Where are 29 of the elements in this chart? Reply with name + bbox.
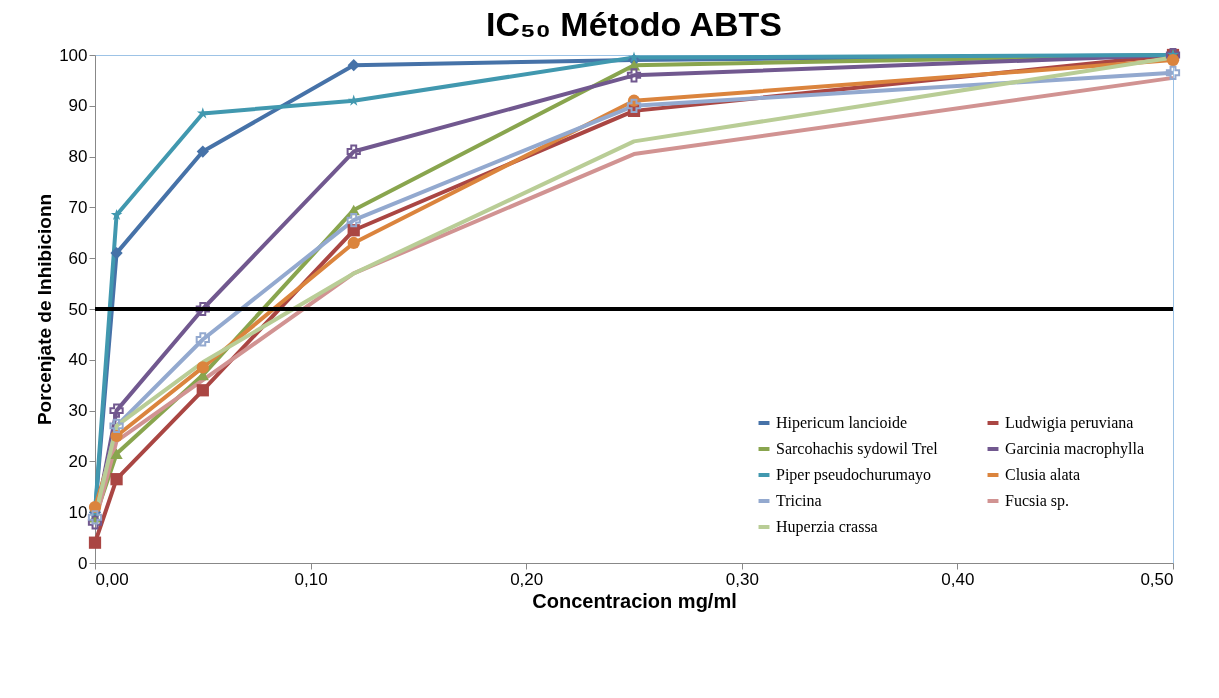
x-tick-label: 0,00 [95,569,129,589]
legend-label: Tricina [776,492,822,509]
y-tick-label: 80 [68,147,88,167]
x-tick-label: 0,20 [510,569,544,589]
x-tick-label: 0,50 [1140,569,1174,589]
y-tick-label: 100 [59,45,88,65]
legend-label: Garcinia macrophylla [1005,440,1145,458]
legend-label: Ludwigia peruviana [1005,414,1134,432]
y-tick-label: 0 [78,553,88,573]
y-tick-label: 40 [68,350,88,370]
y-tick-label: 60 [68,248,88,268]
legend-label: Huperzia crassa [776,518,878,536]
legend-label: Clusia alata [1005,466,1081,483]
x-axis-title: Concentracion mg/ml [532,589,737,612]
legend-label: Fucsia sp. [1005,492,1069,510]
legend-label: Sarcohachis sydowil Trel [776,440,939,458]
y-axis-title: Porcenjate de Inhibicionn [34,193,56,426]
legend-label: Hipericum lancioide [776,414,908,432]
y-tick-label: 90 [68,96,88,116]
x-tick-label: 0,10 [294,569,328,589]
y-tick-label: 20 [68,451,88,471]
y-tick-label: 70 [68,197,88,217]
legend-label: Piper pseudochurumayo [776,466,932,484]
x-tick-label: 0,40 [941,569,975,589]
y-tick-label: 50 [68,299,88,319]
x-tick-label: 0,30 [725,569,759,589]
chart-title: IC₅₀ Método ABTS [486,4,782,43]
y-tick-label: 30 [68,401,88,421]
y-tick-label: 10 [68,502,88,522]
